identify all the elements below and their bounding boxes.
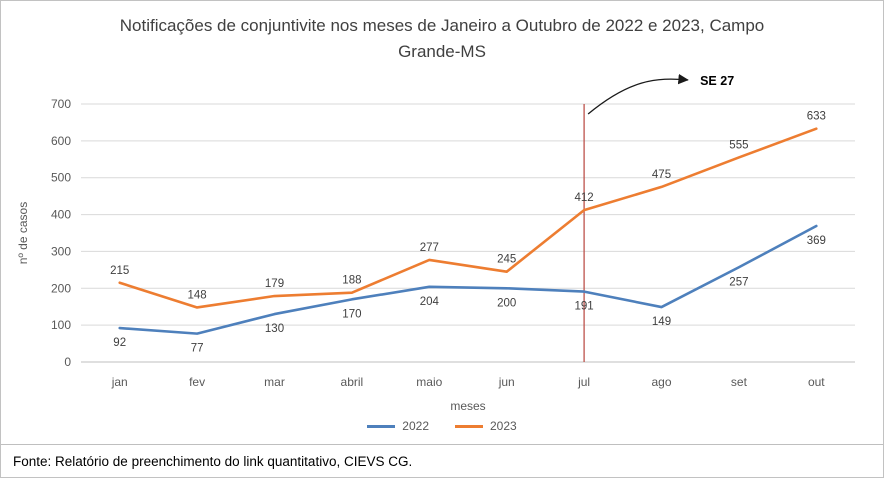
x-tick-label: out <box>808 375 825 389</box>
data-label: 149 <box>652 316 671 328</box>
y-tick-label: 0 <box>64 355 71 369</box>
line-chart: 0 100 200 300 400 500 600 700 jan fev mar abril maio… <box>16 73 855 413</box>
y-tick-label: 300 <box>51 244 71 258</box>
series-2022-line <box>118 224 818 335</box>
data-label: 555 <box>729 139 748 151</box>
data-label: 179 <box>265 278 284 290</box>
legend-item-2023: 2023 <box>455 419 517 433</box>
chart-legend: 2022 2023 <box>1 416 883 436</box>
data-label: 130 <box>265 323 284 335</box>
y-tick-label: 100 <box>51 318 71 332</box>
x-tick-label: maio <box>416 375 442 389</box>
legend-swatch <box>367 424 396 428</box>
data-label: 148 <box>188 289 207 301</box>
data-label: 369 <box>807 235 826 247</box>
data-label: 633 <box>807 111 826 123</box>
legend-swatch <box>455 424 483 428</box>
source-note: Fonte: Relatório de preenchimento do lin… <box>1 444 883 475</box>
x-tick-label: jun <box>498 375 515 389</box>
data-label: 412 <box>575 192 594 204</box>
data-label: 92 <box>113 337 126 349</box>
data-label: 475 <box>652 169 671 181</box>
y-tick-label: 200 <box>51 281 71 295</box>
y-tick-label: 700 <box>51 97 71 111</box>
data-label: 170 <box>342 308 361 320</box>
x-tick-label: abril <box>341 375 364 389</box>
x-tick-label: set <box>731 375 748 389</box>
legend-item-2022: 2022 <box>367 419 429 433</box>
y-axis-title: nº de casos <box>16 202 30 264</box>
series-2023-line <box>118 127 818 309</box>
plot-area-wrapper: 0 100 200 300 400 500 600 700 jan fev mar abril maio… <box>1 64 883 416</box>
annotation-label: SE 27 <box>700 74 734 88</box>
x-tick-label: fev <box>189 375 205 389</box>
legend-label: 2022 <box>402 419 429 433</box>
y-tick-label: 600 <box>51 134 71 148</box>
data-label: 188 <box>342 275 361 287</box>
chart-title: Notificações de conjuntivite nos meses d… <box>119 16 765 61</box>
x-tick-label: jan <box>111 375 128 389</box>
x-tick-label: ago <box>651 375 671 389</box>
legend-label: 2023 <box>490 419 517 433</box>
data-label: 191 <box>575 301 594 313</box>
x-axis-title: meses <box>450 399 485 413</box>
data-label: 277 <box>420 242 439 254</box>
x-tick-label: jul <box>577 375 590 389</box>
annotation-arrow <box>587 73 689 115</box>
data-label: 204 <box>420 296 440 308</box>
data-label: 245 <box>497 254 516 266</box>
data-label: 257 <box>729 276 748 288</box>
y-tick-label: 400 <box>51 208 71 222</box>
data-label: 215 <box>110 265 129 277</box>
data-label: 200 <box>497 297 516 309</box>
x-tick-label: mar <box>264 375 285 389</box>
data-label: 77 <box>191 343 204 355</box>
y-tick-label: 500 <box>51 171 71 185</box>
